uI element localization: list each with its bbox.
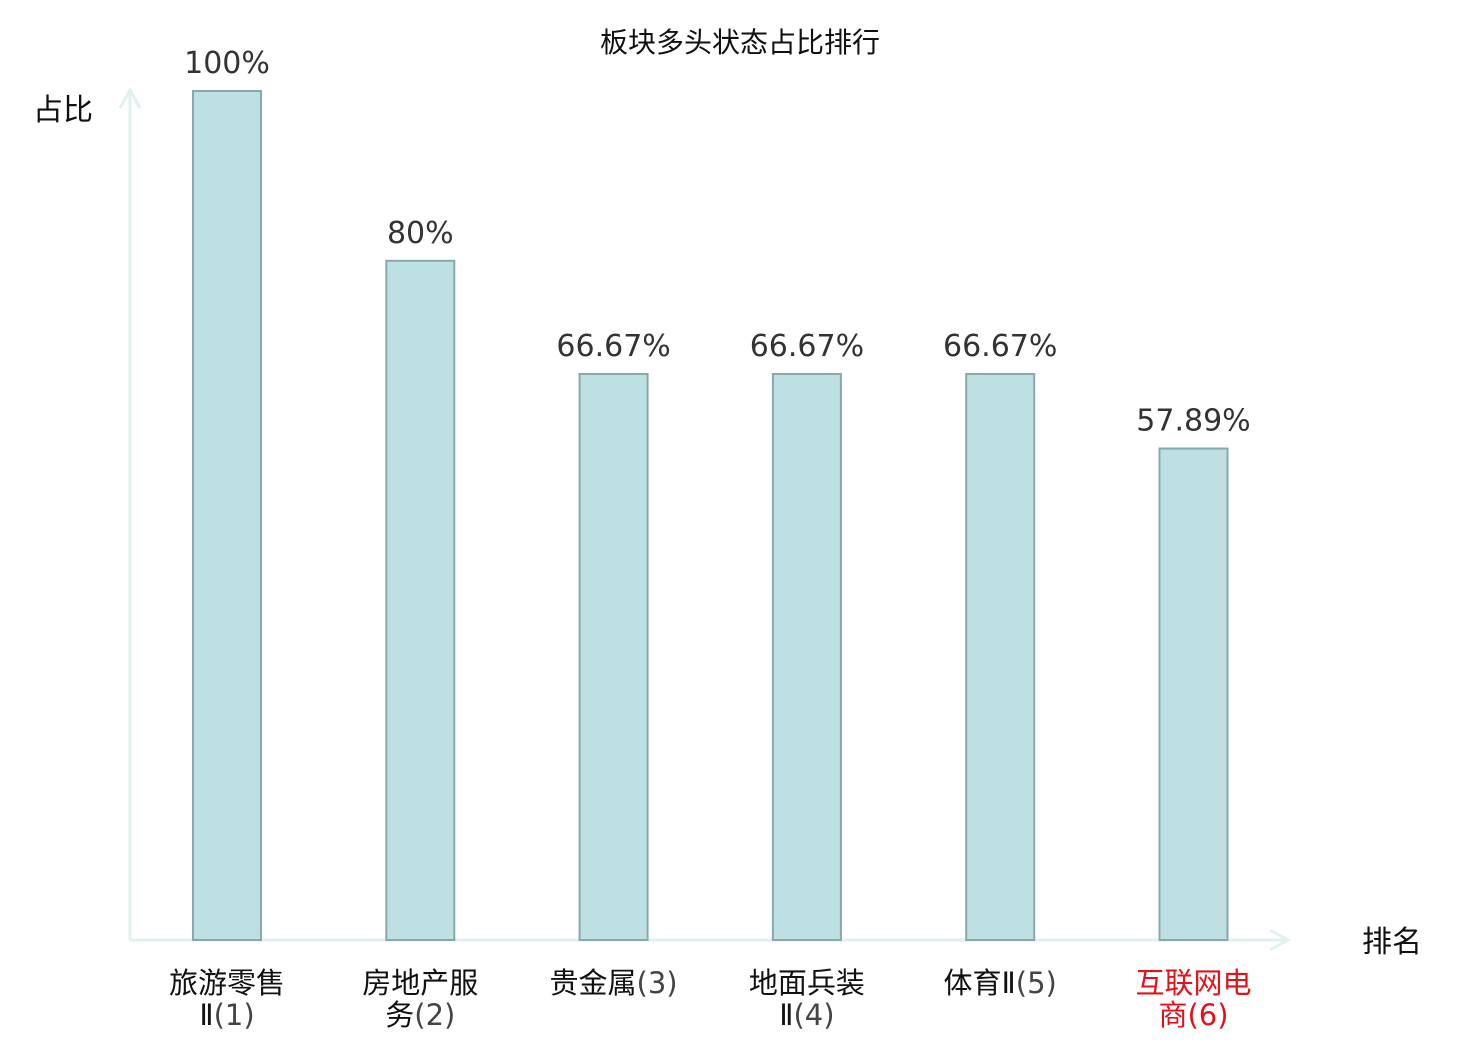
- bar-5: [965, 372, 1036, 942]
- x-tick-rank-6: (6): [1187, 998, 1228, 1032]
- x-tick-label-1-line-1: 旅游零售: [169, 966, 285, 1000]
- x-tick-label-5-line-1: 体育Ⅱ: [944, 966, 1016, 1000]
- bar-value-label-5: 66.67%: [943, 329, 1057, 364]
- x-tick-rank-2: (2): [414, 998, 455, 1032]
- x-tick-label-2: 房地产服务(2): [362, 966, 478, 1032]
- x-tick-rank-3: (3): [637, 966, 678, 1000]
- bar-4: [771, 372, 842, 942]
- x-tick-label-1: 旅游零售 Ⅱ(1): [169, 966, 285, 1032]
- x-tick-rank-1: (1): [214, 998, 255, 1032]
- x-axis-arrow: [1269, 928, 1292, 952]
- bars-group: [192, 90, 1229, 942]
- x-tick-label-3-line-1: 贵金属: [550, 966, 637, 1000]
- x-tick-label-4-line-2: Ⅱ: [779, 998, 793, 1032]
- x-axis-label: 排名: [1362, 925, 1422, 960]
- x-tick-label-5: 体育Ⅱ(5): [944, 966, 1057, 1000]
- value-labels-group: 100% 80% 66.67% 66.67% 66.67% 57.89%: [184, 46, 1251, 439]
- x-tick-label-6-line-1: 互联网电: [1135, 966, 1251, 1000]
- x-axis: [130, 928, 1292, 952]
- x-tick-label-3: 贵金属(3): [550, 966, 678, 1000]
- bar-6: [1158, 447, 1229, 941]
- bar-value-label-2: 80%: [387, 216, 454, 251]
- x-tick-label-1-line-2: Ⅱ: [199, 998, 213, 1032]
- y-axis-arrow: [118, 86, 142, 109]
- bar-value-label-4: 66.67%: [750, 329, 864, 364]
- bar-1: [192, 90, 262, 941]
- x-tick-rank-4: (4): [793, 998, 834, 1032]
- bar-value-label-6: 57.89%: [1136, 404, 1250, 439]
- bar-2: [385, 259, 456, 941]
- y-axis: [118, 86, 142, 940]
- y-axis-label: 占比: [33, 93, 93, 128]
- x-tick-rank-5: (5): [1016, 966, 1057, 1000]
- bar-value-label-1: 100%: [184, 46, 270, 81]
- x-tick-label-6-line-2: 商: [1158, 998, 1187, 1032]
- x-tick-label-4-line-1: 地面兵装: [749, 966, 865, 1000]
- x-tick-label-2-line-1: 房地产服: [362, 966, 478, 1000]
- x-tick-label-6: 互联网电商(6): [1135, 966, 1251, 1032]
- x-tick-label-2-line-2: 务: [385, 998, 414, 1032]
- x-tick-labels-group: 旅游零售 Ⅱ(1)房地产服务(2)贵金属(3) 地面兵装 Ⅱ(4)体育Ⅱ(5) 互联网电…: [169, 966, 1252, 1032]
- bar-value-label-3: 66.67%: [556, 329, 670, 364]
- bar-3: [578, 372, 649, 942]
- chart-title: 板块多头状态占比排行: [600, 26, 880, 59]
- x-tick-label-4: 地面兵装 Ⅱ(4): [749, 966, 865, 1032]
